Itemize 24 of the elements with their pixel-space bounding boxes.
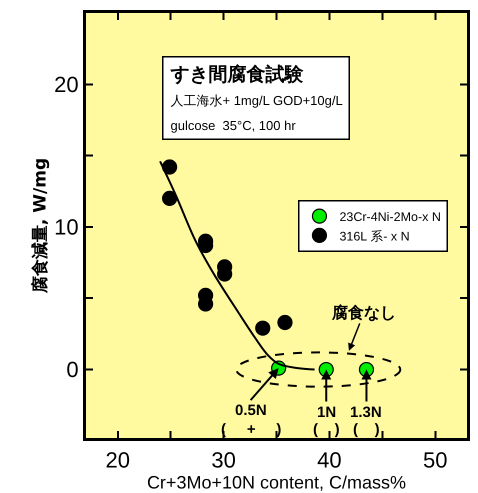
annotation: 1.3N	[350, 404, 382, 421]
annotation: 人工海水+ 1mg/L GOD+10g/L	[170, 93, 343, 108]
annotation: ( )	[353, 421, 380, 438]
y-tick-label: 0	[66, 357, 79, 382]
x-axis-title: Cr+3Mo+10N content, C/mass%	[146, 472, 406, 492]
y-axis-title: 腐食減量, W/mg	[30, 158, 51, 294]
x-tick-label: 20	[106, 447, 130, 472]
point	[162, 159, 178, 175]
point	[255, 320, 270, 336]
annotation: 0.5N	[235, 402, 267, 419]
x-tick-label: 40	[317, 447, 342, 472]
x-tick-label: 30	[211, 447, 236, 472]
y-tick-label: 20	[54, 72, 79, 98]
y-tick-label: 10	[54, 214, 79, 240]
point	[277, 314, 293, 330]
legend-label: 316L 系- x N	[339, 229, 410, 244]
annotation: ( )	[313, 421, 340, 438]
annotation: すき間腐食試験	[170, 64, 304, 86]
annotation: 1N	[317, 404, 336, 421]
point	[162, 190, 178, 206]
annotation: 腐食なし	[331, 304, 396, 322]
legend-label: 23Cr-4Ni-2Mo-x N	[339, 210, 441, 224]
x-tick-label: 50	[423, 447, 448, 472]
annotation: gulcose 35°C, 100 hr	[170, 118, 296, 133]
